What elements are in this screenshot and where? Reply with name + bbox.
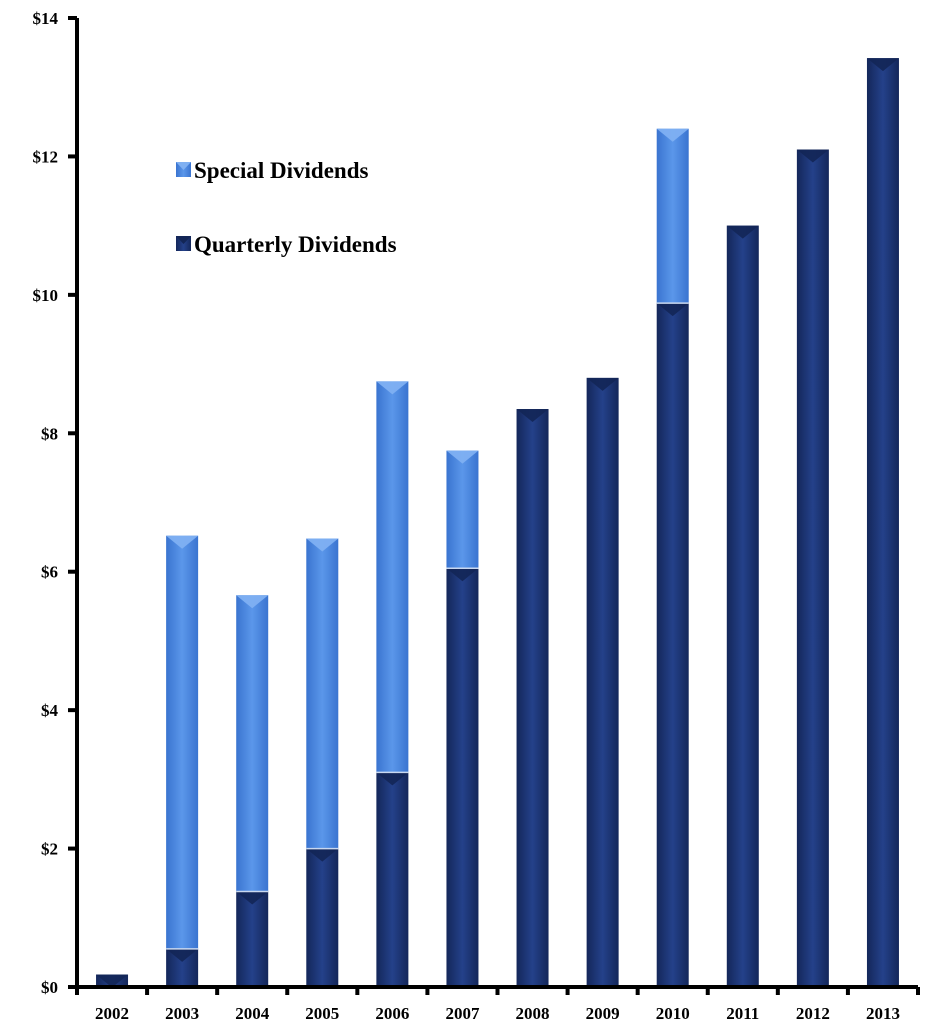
bar-quarterly-cap-2011 [726,225,759,239]
bar-special-cap-2003 [166,535,199,549]
bar-special-2004 [236,595,269,892]
y-tick-label: $4 [41,701,59,720]
x-tick-label-2004: 2004 [235,1004,270,1023]
bar-special-2006 [376,381,409,773]
y-tick-label: $2 [41,840,58,859]
x-tick-label-2011: 2011 [726,1004,759,1023]
x-tick-label-2007: 2007 [445,1004,480,1023]
bar-quarterly-2008 [516,409,549,988]
y-tick-label: $0 [41,978,58,997]
x-tick-label-2006: 2006 [375,1004,409,1023]
x-tick-label-2013: 2013 [866,1004,900,1023]
bar-special-cap-2005 [306,538,339,552]
bar-quarterly-cap-2013 [866,58,899,72]
bar-special-cap-2010 [656,128,689,142]
bar-special-2010 [656,128,689,304]
legend-swatch-cap-quarterly [176,236,191,244]
bar-quarterly-2006 [376,772,409,987]
legend-label-quarterly: Quarterly Dividends [194,232,397,257]
x-tick-label-2008: 2008 [516,1004,550,1023]
legend-label-special: Special Dividends [194,158,369,183]
bar-special-2007 [446,450,479,569]
bar-quarterly-2012 [796,149,829,987]
bar-quarterly-2007 [446,568,479,987]
x-tick-label-2010: 2010 [656,1004,690,1023]
x-tick-label-2005: 2005 [305,1004,339,1023]
bar-quarterly-cap-2005 [306,848,339,862]
y-tick-label: $10 [33,286,59,305]
x-tick-labels: 2002 2003 2004 2005 2006 2007 2008 2009 2010 2011… [95,1004,900,1023]
bar-quarterly-cap-2002 [96,974,129,988]
bar-quarterly-2013 [866,58,899,987]
bar-quarterly-2004 [236,891,269,987]
bar-quarterly-2005 [306,848,339,987]
bar-special-cap-2004 [236,595,269,609]
y-tick-labels: $0 $2 $4 $6 $8 $10 $12 $14 [33,9,59,997]
bar-quarterly-cap-2004 [236,891,269,905]
y-tick-label: $6 [41,563,58,582]
bar-quarterly-cap-2007 [446,568,479,582]
bar-special-cap-2007 [446,450,479,464]
x-tick-label-2002: 2002 [95,1004,129,1023]
y-tick-label: $12 [33,147,59,166]
x-tick-label-2009: 2009 [586,1004,620,1023]
bar-quarterly-2009 [586,377,619,987]
bar-special-2005 [306,538,339,849]
x-tick-label-2012: 2012 [796,1004,830,1023]
bar-quarterly-cap-2006 [376,772,409,786]
bar-quarterly-cap-2012 [796,149,829,163]
bar-quarterly-cap-2010 [656,303,689,317]
bar-special-2003 [166,535,199,949]
bar-special-cap-2006 [376,381,409,395]
y-tick-label: $8 [41,424,58,443]
bar-quarterly-2011 [726,225,759,988]
bars-group [96,58,899,988]
x-tick-label-2003: 2003 [165,1004,199,1023]
y-tick-label: $14 [33,9,59,28]
legend-swatch-cap-special [176,162,191,170]
bar-quarterly-cap-2008 [516,409,549,423]
bar-quarterly-cap-2009 [586,377,619,391]
bar-quarterly-2010 [656,303,689,988]
legend: Special Dividends Quarterly Dividends [176,158,397,257]
axes-group [68,16,920,995]
bar-quarterly-cap-2003 [166,948,199,962]
